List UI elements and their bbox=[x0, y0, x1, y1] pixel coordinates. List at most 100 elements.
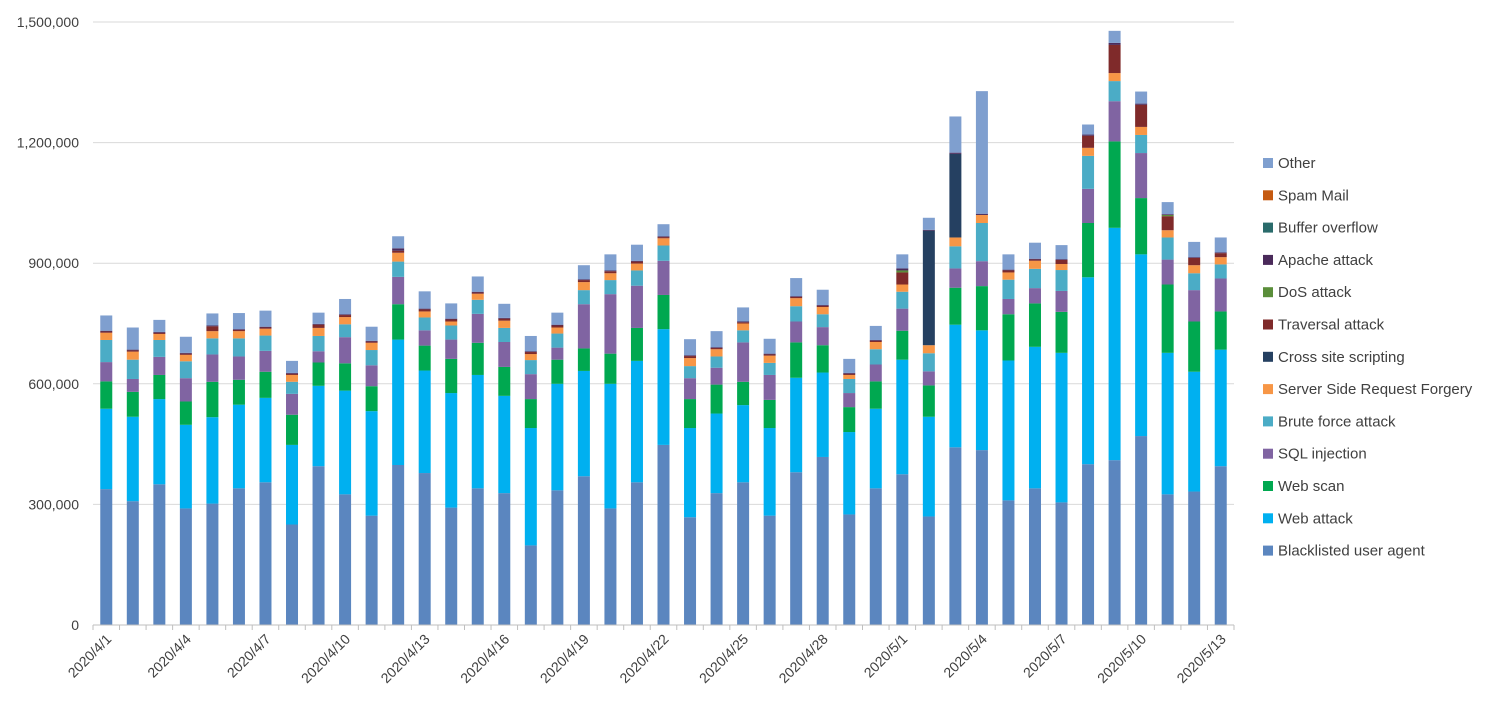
bar-segment bbox=[259, 335, 272, 351]
bar-segment bbox=[684, 355, 697, 357]
bar-segment bbox=[1108, 42, 1121, 45]
bar-segment bbox=[365, 341, 378, 343]
bar-segment bbox=[1135, 104, 1148, 127]
bar-segment bbox=[896, 308, 909, 331]
bar-segment bbox=[816, 327, 829, 346]
bar-segment bbox=[339, 298, 352, 315]
bar-segment bbox=[922, 345, 935, 354]
bar-segment bbox=[577, 279, 590, 281]
bar-segment bbox=[630, 482, 643, 625]
y-tick-label: 300,000 bbox=[28, 496, 79, 512]
bar-segment bbox=[922, 229, 935, 231]
bar-stack bbox=[922, 217, 935, 625]
bar-segment bbox=[1161, 284, 1174, 353]
legend-item: Apache attack bbox=[1263, 252, 1374, 269]
bar-segment bbox=[100, 489, 113, 625]
bar-segment bbox=[551, 490, 564, 625]
bar-segment bbox=[179, 353, 192, 355]
bar-segment bbox=[684, 428, 697, 518]
bar-segment bbox=[286, 414, 299, 445]
bar-segment bbox=[577, 282, 590, 291]
bar-segment bbox=[949, 287, 962, 325]
y-axis-tick-labels: 0 300,000 600,000 900,000 1,200,000 1,500,000 bbox=[17, 14, 80, 633]
bar-segment bbox=[949, 268, 962, 288]
bar-segment bbox=[232, 488, 245, 625]
bar-segment bbox=[392, 248, 405, 251]
bar-segment bbox=[312, 351, 325, 363]
bar-segment bbox=[259, 397, 272, 483]
bar-segment bbox=[869, 408, 882, 489]
bar-segment bbox=[657, 294, 670, 330]
bar-segment bbox=[1188, 491, 1201, 625]
bar-segment bbox=[365, 340, 378, 342]
bar-segment bbox=[710, 384, 723, 414]
bar-segment bbox=[869, 364, 882, 382]
bar-segment bbox=[604, 353, 617, 384]
bar-segment bbox=[259, 482, 272, 625]
bar-segment bbox=[1108, 73, 1121, 82]
bar-segment bbox=[471, 293, 484, 300]
bar-segment bbox=[577, 290, 590, 305]
bar-segment bbox=[232, 379, 245, 405]
bar-segment bbox=[975, 214, 988, 223]
legend-swatch bbox=[1263, 351, 1273, 362]
bar-segment bbox=[498, 318, 511, 321]
bar-segment bbox=[365, 515, 378, 625]
bar-segment bbox=[604, 294, 617, 354]
bar-segment bbox=[1055, 290, 1068, 312]
bar-segment bbox=[657, 224, 670, 237]
bar-segment bbox=[312, 335, 325, 352]
bar-stack bbox=[179, 336, 192, 625]
bar-segment bbox=[286, 373, 299, 375]
bar-segment bbox=[1135, 126, 1148, 135]
bar-segment bbox=[577, 280, 590, 283]
bar-segment bbox=[1055, 264, 1068, 271]
bar-segment bbox=[657, 444, 670, 625]
bar-segment bbox=[551, 312, 564, 325]
legend-item: Brute force attack bbox=[1263, 413, 1396, 430]
legend-swatch bbox=[1263, 513, 1273, 524]
bar-segment bbox=[179, 378, 192, 402]
bar-segment bbox=[445, 393, 458, 508]
bar-segment bbox=[896, 284, 909, 292]
x-tick-label: 2020/4/13 bbox=[377, 631, 433, 687]
bar-segment bbox=[259, 326, 272, 328]
bar-segment bbox=[577, 265, 590, 280]
bar-segment bbox=[763, 353, 776, 355]
bar-segment bbox=[1082, 147, 1095, 156]
bar-segment bbox=[922, 371, 935, 386]
bar-stack bbox=[1214, 237, 1227, 625]
bar-segment bbox=[286, 360, 299, 373]
bar-segment bbox=[1214, 264, 1227, 279]
legend-label: Other bbox=[1278, 155, 1316, 172]
bar-segment bbox=[100, 408, 113, 490]
bar-segment bbox=[126, 350, 139, 352]
bar-segment bbox=[869, 381, 882, 409]
bar-segment bbox=[1002, 360, 1015, 501]
bar-segment bbox=[445, 507, 458, 625]
bar-stack bbox=[710, 331, 723, 625]
bar-stack bbox=[418, 291, 431, 625]
bar-segment bbox=[630, 244, 643, 261]
bar-segment bbox=[259, 327, 272, 329]
bar-segment bbox=[1188, 257, 1201, 266]
legend-item: Buffer overflow bbox=[1263, 220, 1378, 237]
bar-segment bbox=[100, 332, 113, 340]
bar-segment bbox=[1055, 259, 1068, 265]
bar-segment bbox=[206, 325, 219, 327]
bar-segment bbox=[100, 339, 113, 363]
bar-segment bbox=[179, 361, 192, 379]
bar-segment bbox=[657, 329, 670, 445]
bar-segment bbox=[975, 213, 988, 215]
bar-segment bbox=[1135, 153, 1148, 199]
bar-stack bbox=[737, 307, 750, 625]
bar-segment bbox=[843, 373, 856, 375]
bar-segment bbox=[392, 276, 405, 305]
x-tick-label: 2020/4/28 bbox=[775, 631, 831, 687]
bar-stack bbox=[126, 327, 139, 625]
bar-segment bbox=[392, 261, 405, 277]
bar-segment bbox=[126, 501, 139, 625]
bar-segment bbox=[232, 356, 245, 380]
bar-segment bbox=[1002, 270, 1015, 273]
bar-segment bbox=[1108, 460, 1121, 625]
